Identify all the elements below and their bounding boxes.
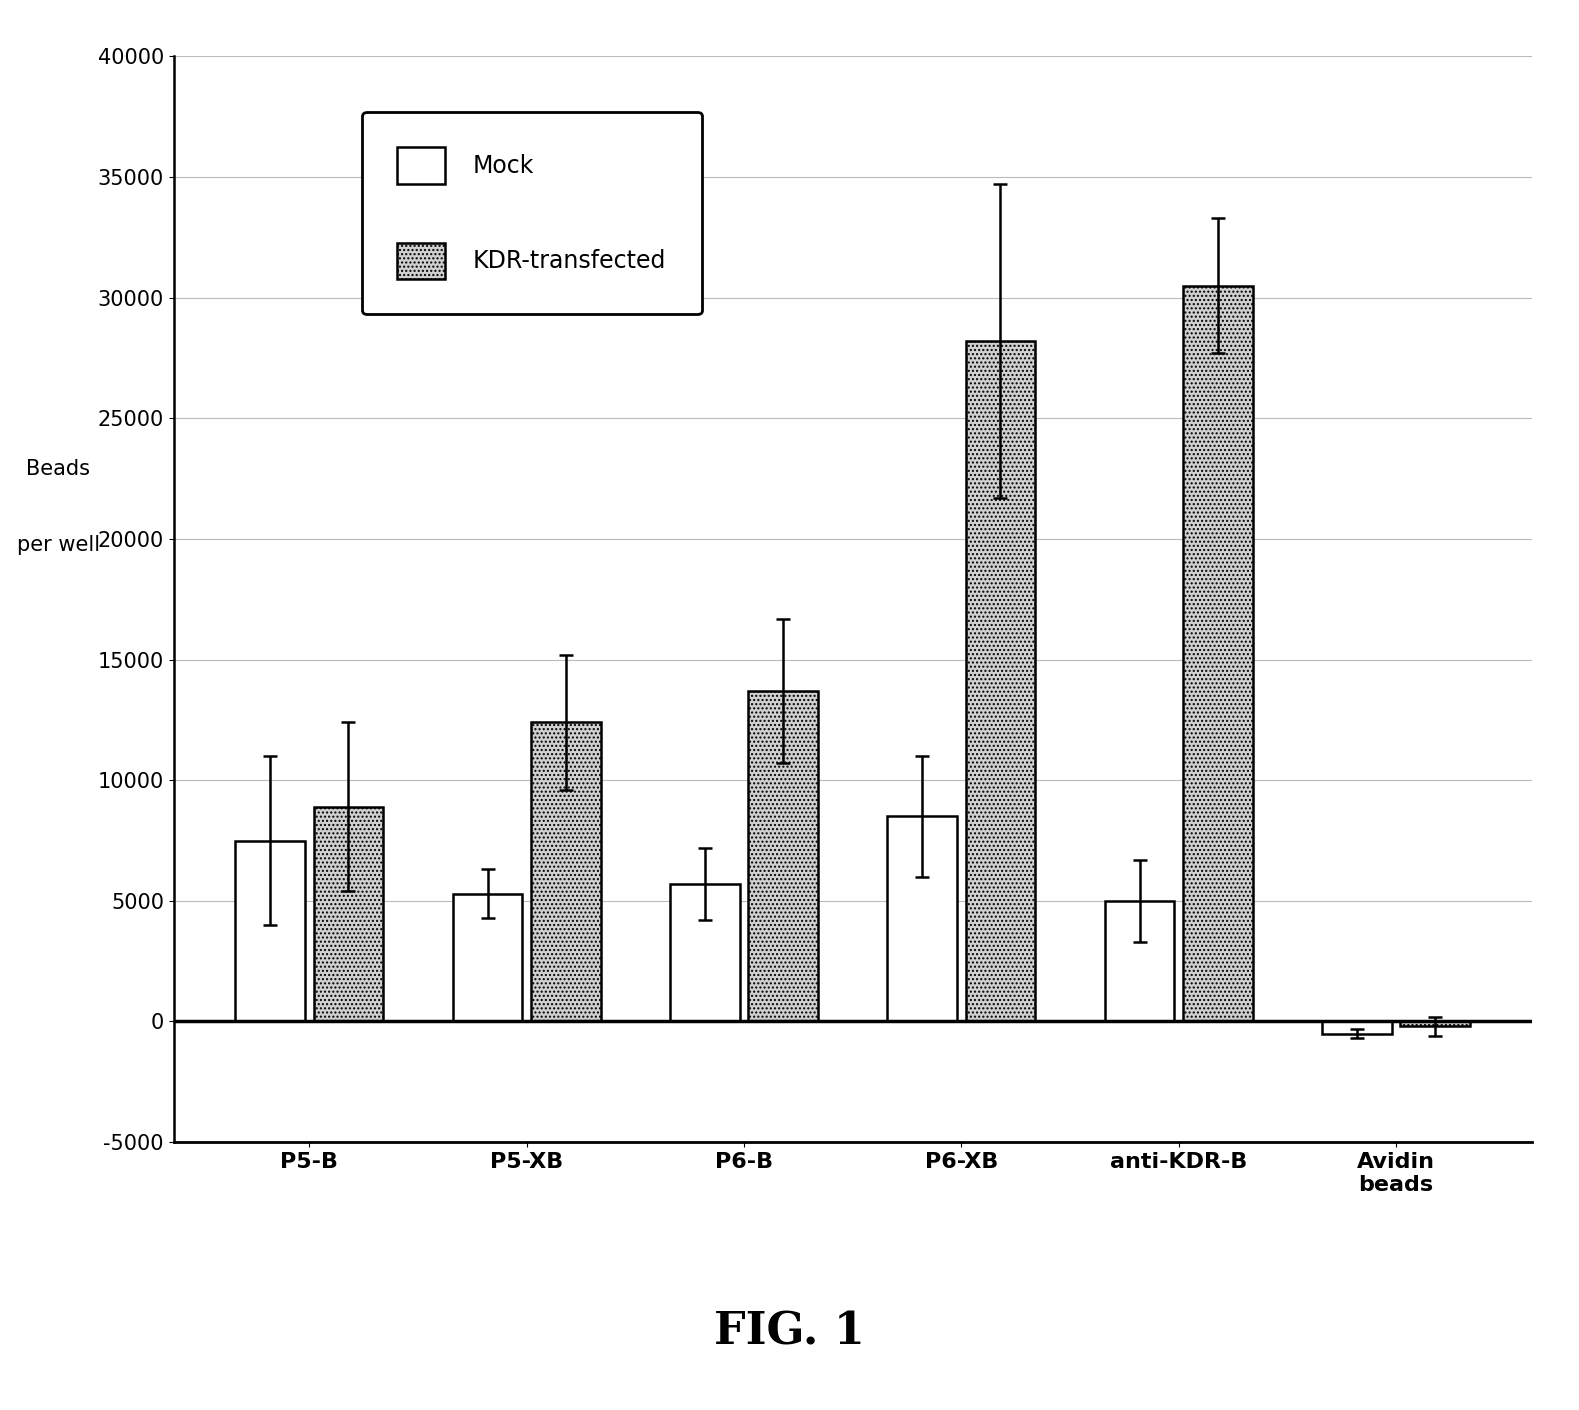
Bar: [453, 894, 523, 1021]
Bar: [1401, 1021, 1470, 1026]
Bar: [669, 884, 739, 1021]
Bar: [1322, 1021, 1391, 1034]
Text: FIG. 1: FIG. 1: [714, 1311, 865, 1354]
Bar: [748, 691, 818, 1021]
Bar: [887, 816, 957, 1021]
Bar: [235, 840, 305, 1021]
Text: per well: per well: [17, 534, 99, 556]
Bar: [314, 807, 384, 1021]
Bar: [1183, 286, 1252, 1021]
Bar: [531, 722, 600, 1021]
Text: Beads: Beads: [27, 460, 90, 479]
Bar: [1105, 901, 1175, 1021]
Legend: Mock, KDR-transfected: Mock, KDR-transfected: [362, 111, 701, 314]
Bar: [966, 341, 1036, 1021]
